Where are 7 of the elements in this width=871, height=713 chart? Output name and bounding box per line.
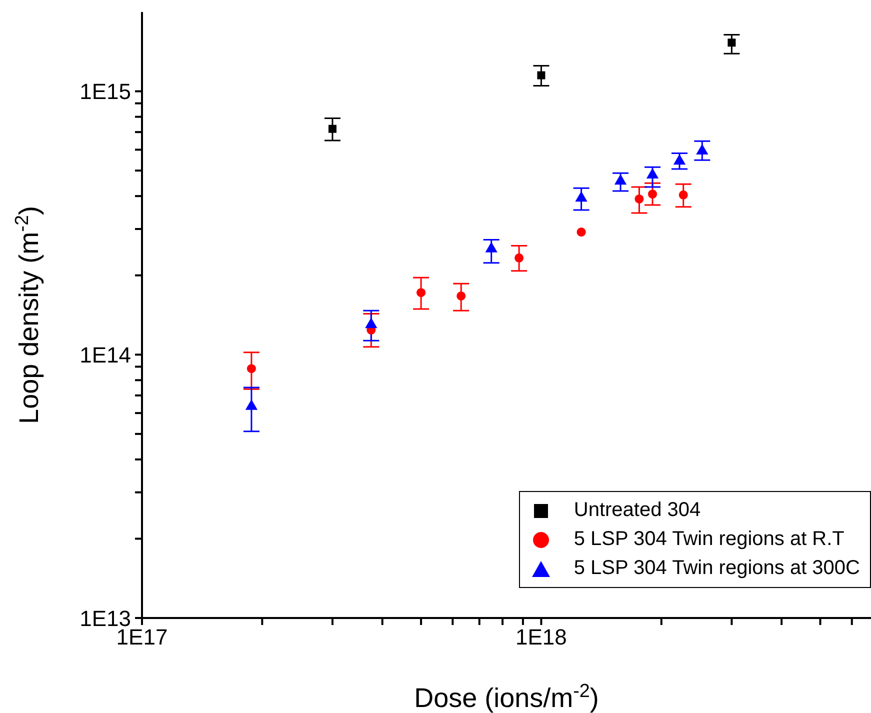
y-tick-label: 1E15 bbox=[80, 79, 131, 104]
x-tick-label: 1E18 bbox=[516, 624, 567, 650]
legend-label: 5 LSP 304 Twin regions at 300C bbox=[574, 557, 860, 580]
y-tick-label: 1E14 bbox=[80, 342, 131, 368]
legend-label: Untreated 304 bbox=[574, 499, 701, 522]
legend-label: 5 LSP 304 Twin regions at R.T bbox=[574, 528, 844, 551]
x-axis-title: Dose (ions/m$^{-2}$) bbox=[414, 680, 599, 713]
